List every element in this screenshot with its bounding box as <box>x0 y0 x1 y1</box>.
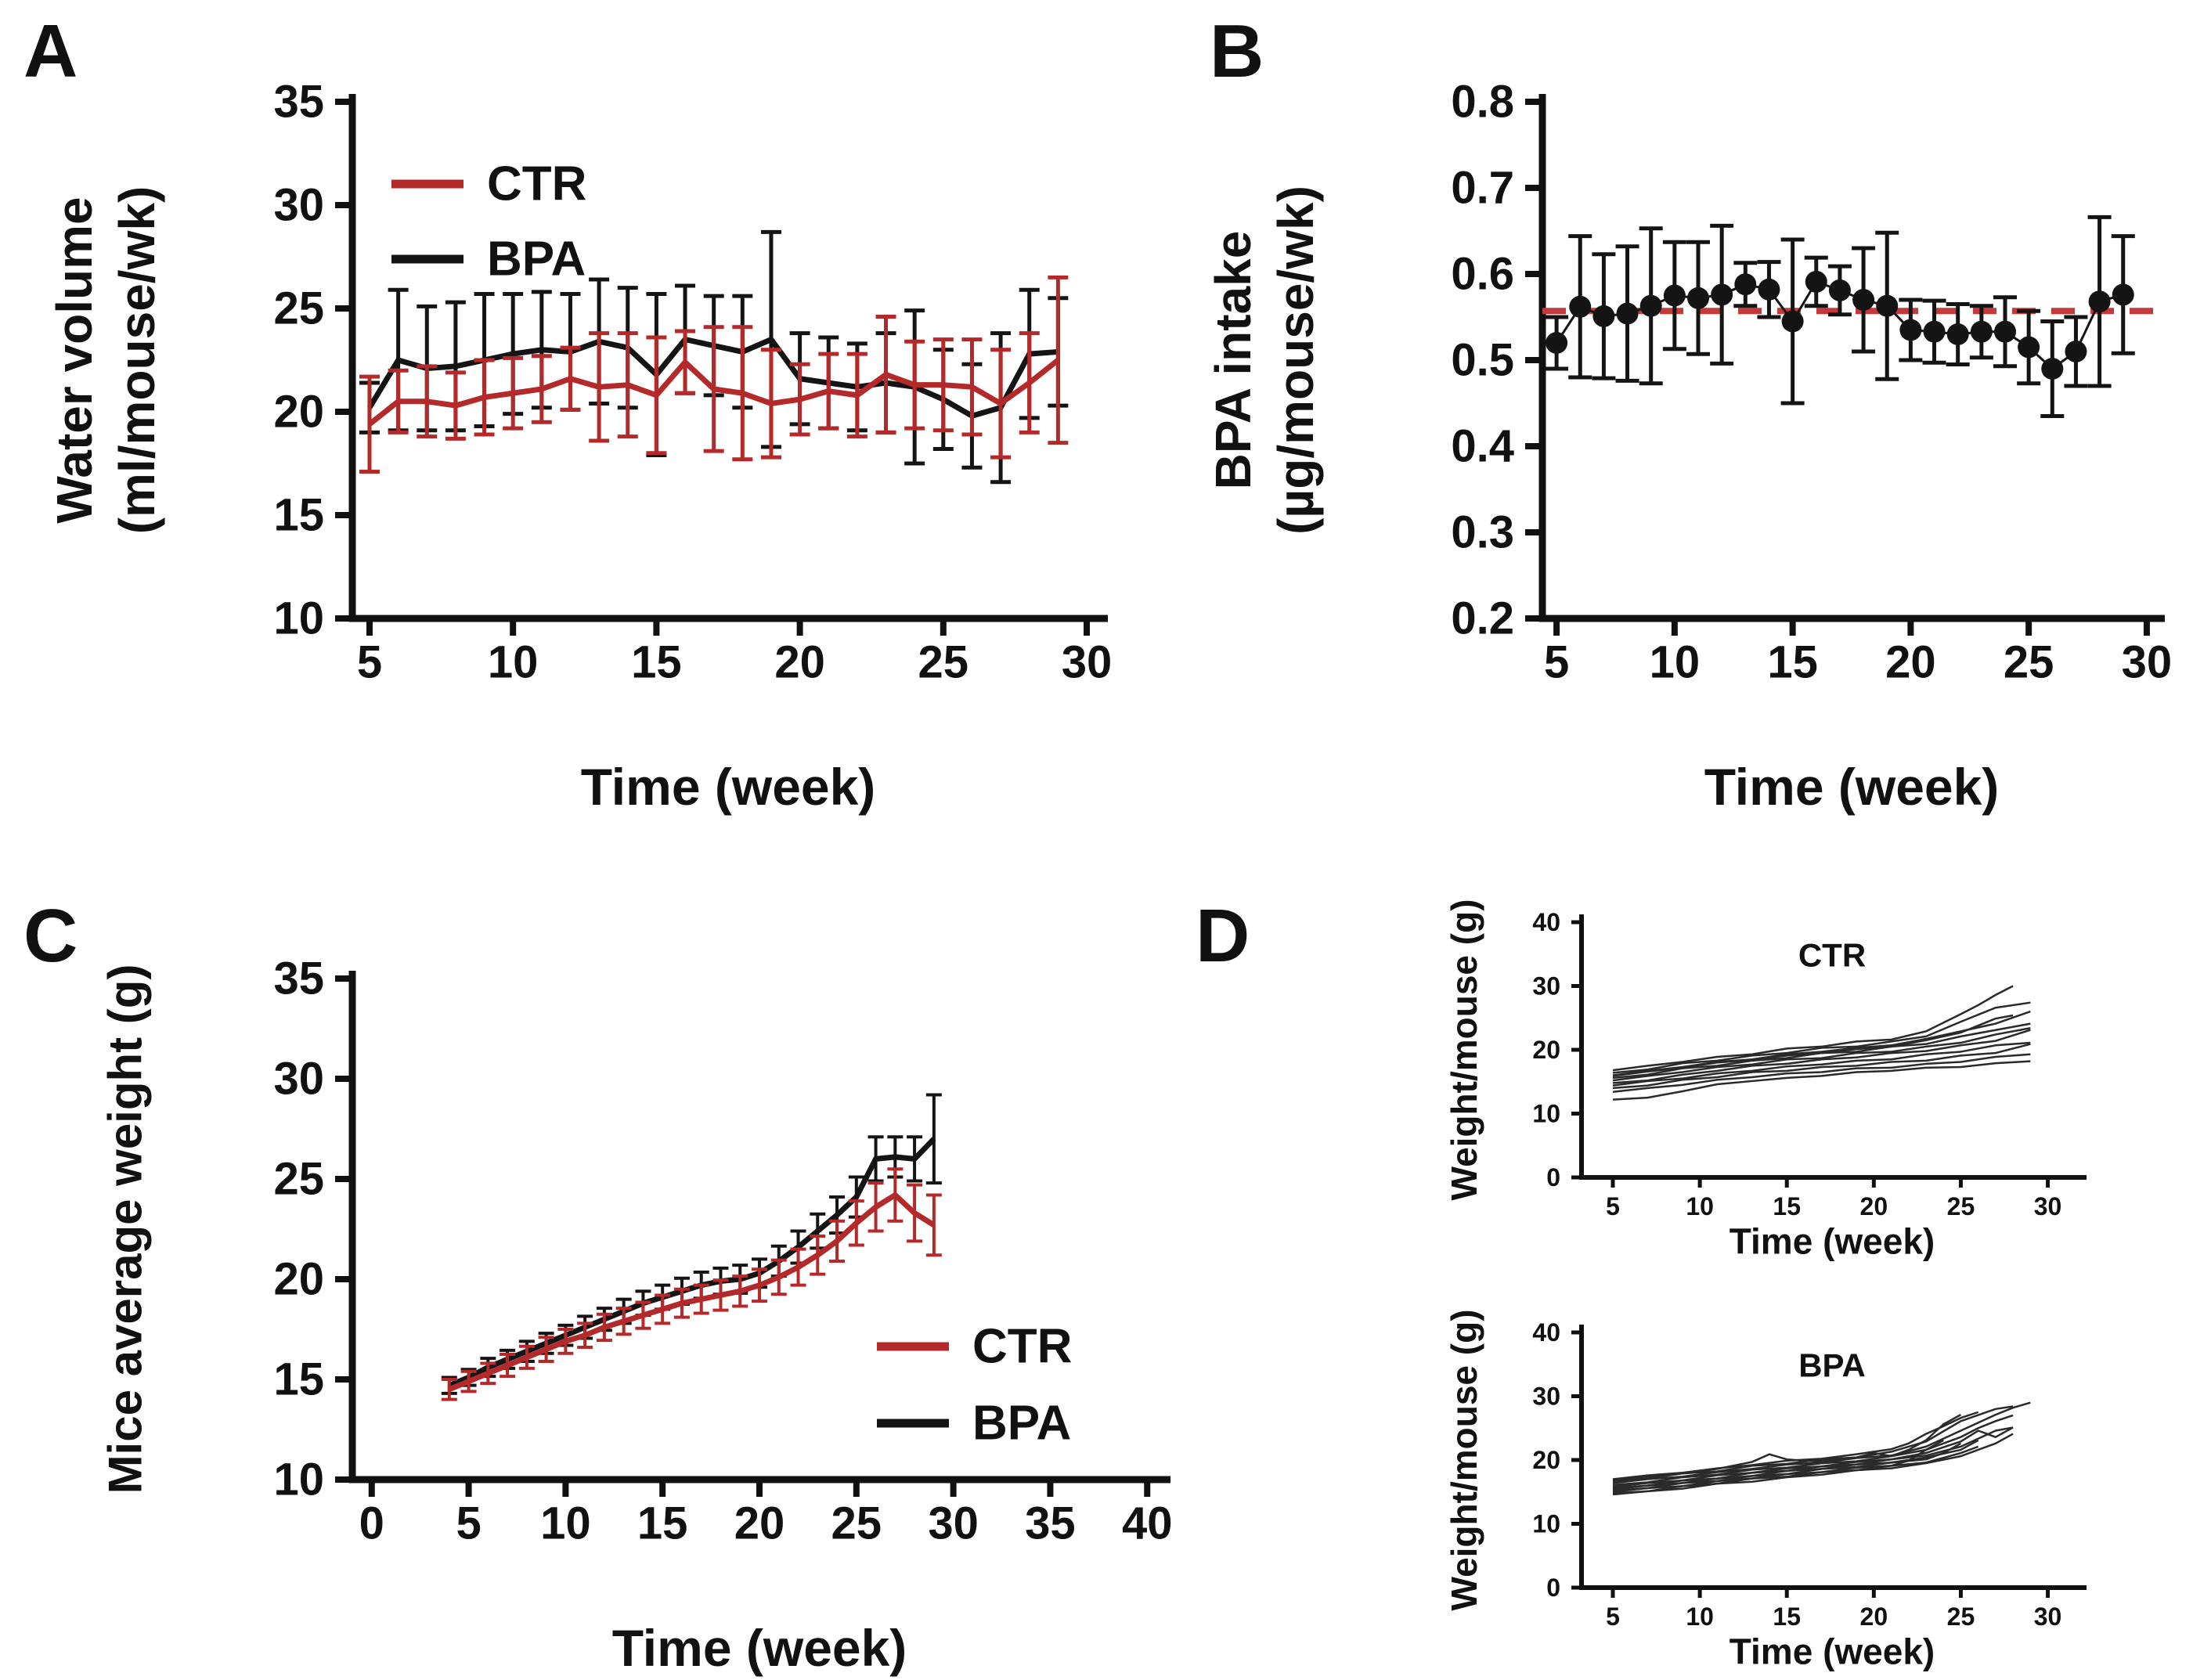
svg-text:30: 30 <box>2122 637 2173 688</box>
svg-text:BPA: BPA <box>972 1397 1071 1451</box>
panel-d-ctr-chart: 5 10 15 20 25 30 0 10 20 30 40 Time (week) Weight/mo… <box>1331 861 2193 1271</box>
svg-text:15: 15 <box>1773 1602 1801 1631</box>
svg-text:35: 35 <box>273 954 324 1004</box>
svg-text:5: 5 <box>357 637 382 688</box>
svg-text:5: 5 <box>1606 1192 1620 1220</box>
svg-text:Water volume: Water volume <box>46 196 103 523</box>
svg-text:20: 20 <box>734 1498 785 1549</box>
svg-text:15: 15 <box>1773 1192 1801 1220</box>
svg-text:30: 30 <box>928 1498 979 1549</box>
svg-text:10: 10 <box>488 637 539 688</box>
svg-text:20: 20 <box>273 387 324 438</box>
svg-text:0.7: 0.7 <box>1451 163 1514 214</box>
panel-d-bpa-chart: 5 10 15 20 25 30 0 10 20 30 40 Time (week) Weight/mo… <box>1331 1271 2193 1680</box>
svg-text:(ml/mouse/wk): (ml/mouse/wk) <box>109 186 165 535</box>
svg-text:Time (week): Time (week) <box>1704 758 2000 816</box>
svg-text:30: 30 <box>1062 637 1113 688</box>
panel-label-d: D <box>1196 894 1250 978</box>
svg-text:10: 10 <box>273 1455 324 1505</box>
panel-a-chart: 5 10 15 20 25 30 10 15 20 25 30 35 Time (week) Water … <box>0 0 1143 845</box>
svg-text:10: 10 <box>273 593 324 644</box>
svg-text:5: 5 <box>456 1498 481 1549</box>
svg-text:CTR: CTR <box>1798 937 1866 974</box>
svg-text:(µg/mouse/wk): (µg/mouse/wk) <box>1268 186 1324 535</box>
svg-text:25: 25 <box>918 637 969 688</box>
svg-text:0.4: 0.4 <box>1451 421 1514 472</box>
panel-c-chart: 0 5 10 15 20 25 30 35 40 10 15 20 25 30 35 Time (week) M… <box>0 845 1253 1680</box>
svg-text:0: 0 <box>1546 1163 1560 1192</box>
svg-text:30: 30 <box>2034 1602 2062 1631</box>
svg-text:CTR: CTR <box>972 1320 1072 1374</box>
svg-text:10: 10 <box>540 1498 591 1549</box>
svg-text:30: 30 <box>1532 1383 1560 1411</box>
svg-text:0.2: 0.2 <box>1451 593 1514 644</box>
svg-text:35: 35 <box>273 77 324 128</box>
svg-text:Time (week): Time (week) <box>612 1619 907 1677</box>
svg-text:0: 0 <box>1546 1574 1560 1602</box>
svg-text:25: 25 <box>1947 1192 1975 1220</box>
svg-text:BPA intake: BPA intake <box>1205 231 1261 490</box>
svg-text:BPA: BPA <box>1798 1347 1866 1384</box>
svg-text:Weight/mouse (g): Weight/mouse (g) <box>1444 1309 1484 1610</box>
svg-text:15: 15 <box>637 1498 688 1549</box>
svg-text:25: 25 <box>831 1498 882 1549</box>
svg-text:10: 10 <box>1686 1192 1714 1220</box>
svg-text:5: 5 <box>1544 637 1569 688</box>
svg-text:15: 15 <box>631 637 682 688</box>
svg-text:25: 25 <box>273 1154 324 1205</box>
svg-text:Weight/mouse (g): Weight/mouse (g) <box>1444 899 1484 1200</box>
svg-text:30: 30 <box>273 180 324 231</box>
panel-a-svg: 5 10 15 20 25 30 10 15 20 25 30 35 Time (week) Water … <box>46 77 1113 817</box>
panel-c-svg: 0 5 10 15 20 25 30 35 40 10 15 20 25 30 35 Time (week) M… <box>99 954 1173 1678</box>
svg-text:40: 40 <box>1532 908 1560 936</box>
panel-label-a: A <box>23 9 78 93</box>
svg-text:20: 20 <box>774 637 825 688</box>
svg-text:0.6: 0.6 <box>1451 249 1514 300</box>
svg-text:15: 15 <box>273 490 324 541</box>
svg-text:0.5: 0.5 <box>1451 335 1514 386</box>
svg-text:25: 25 <box>1947 1602 1975 1631</box>
svg-text:30: 30 <box>1532 972 1560 1000</box>
svg-text:5: 5 <box>1606 1602 1620 1631</box>
panel-label-c: C <box>23 894 78 978</box>
svg-text:20: 20 <box>1860 1602 1888 1631</box>
svg-text:0.3: 0.3 <box>1451 507 1514 558</box>
svg-text:10: 10 <box>1532 1510 1560 1538</box>
svg-text:25: 25 <box>273 283 324 334</box>
svg-text:40: 40 <box>1122 1498 1173 1549</box>
svg-text:15: 15 <box>273 1354 324 1405</box>
svg-text:Time (week): Time (week) <box>1730 1631 1935 1672</box>
svg-text:0: 0 <box>359 1498 384 1549</box>
svg-text:35: 35 <box>1025 1498 1076 1549</box>
panel-label-b: B <box>1210 9 1264 93</box>
svg-text:20: 20 <box>1885 637 1936 688</box>
svg-text:BPA: BPA <box>487 233 586 287</box>
svg-text:Time (week): Time (week) <box>1730 1221 1935 1262</box>
svg-text:10: 10 <box>1650 637 1701 688</box>
svg-text:0.8: 0.8 <box>1451 77 1514 128</box>
svg-text:20: 20 <box>1532 1446 1560 1474</box>
svg-text:20: 20 <box>1860 1192 1888 1220</box>
panel-d-bpa-svg: 5 10 15 20 25 30 0 10 20 30 40 Time (week) Weight/mo… <box>1444 1309 2087 1672</box>
svg-text:30: 30 <box>273 1054 324 1105</box>
panel-d-ctr-svg: 5 10 15 20 25 30 0 10 20 30 40 Time (week) Weight/mo… <box>1444 899 2087 1262</box>
svg-text:30: 30 <box>2034 1192 2062 1220</box>
svg-text:25: 25 <box>2004 637 2054 688</box>
svg-text:20: 20 <box>1532 1036 1560 1064</box>
svg-text:CTR: CTR <box>487 157 586 211</box>
svg-text:40: 40 <box>1532 1318 1560 1347</box>
svg-text:Mice average weight (g): Mice average weight (g) <box>99 964 152 1494</box>
panel-b-chart: 5 10 15 20 25 30 0.2 0.3 0.4 0.5 0.6 0.7 0.8 Time (we… <box>1143 0 2193 845</box>
svg-text:15: 15 <box>1767 637 1818 688</box>
svg-text:Time (week): Time (week) <box>581 758 876 816</box>
svg-text:20: 20 <box>273 1254 324 1305</box>
svg-text:10: 10 <box>1686 1602 1714 1631</box>
panel-b-svg: 5 10 15 20 25 30 0.2 0.3 0.4 0.5 0.6 0.7 0.8 Time (we… <box>1205 77 2173 817</box>
svg-text:10: 10 <box>1532 1100 1560 1128</box>
